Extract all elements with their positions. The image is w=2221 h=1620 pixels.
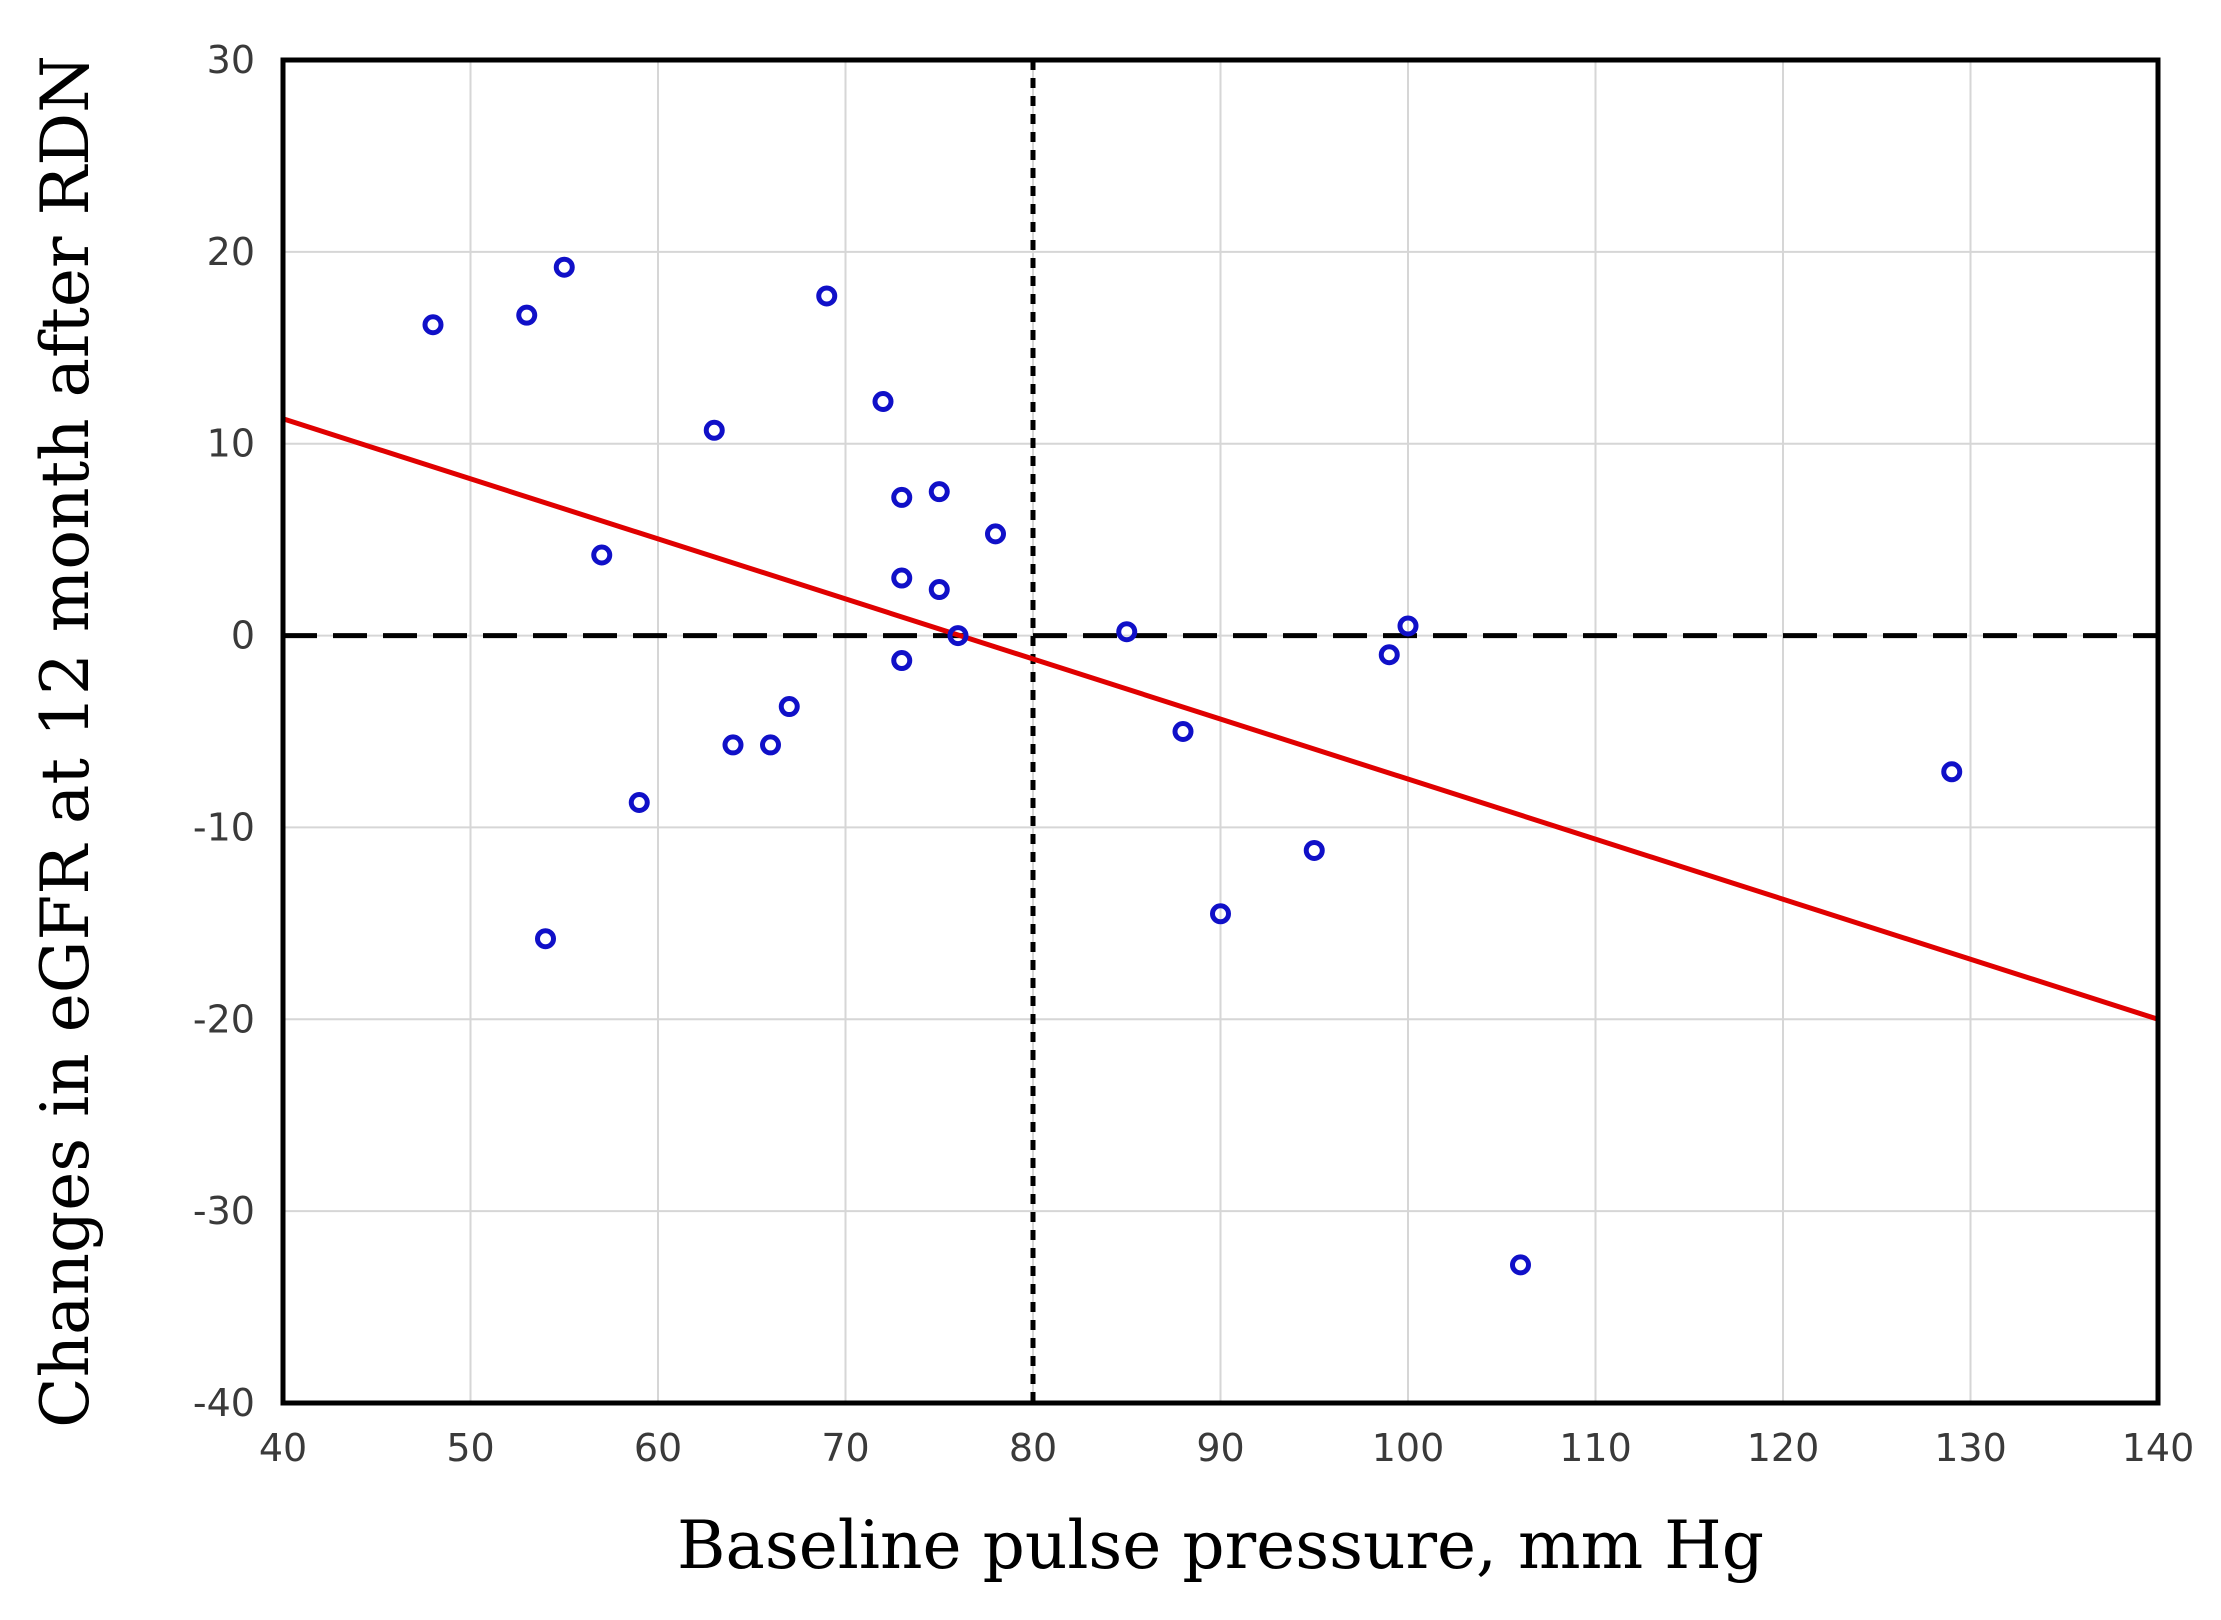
data-point — [928, 579, 950, 601]
data-point — [947, 625, 969, 647]
data-point — [1303, 839, 1325, 861]
y-tick-label: -10 — [193, 805, 255, 849]
data-point — [1510, 1254, 1531, 1276]
regression-line — [282, 416, 2159, 1022]
y-tick-label: 20 — [207, 230, 255, 274]
x-tick-label: 50 — [446, 1426, 494, 1470]
y-tick-labels: 30 20 10 0 -10 -20 -30 -40 — [193, 38, 255, 1425]
data-point — [1397, 615, 1419, 637]
data-point — [1172, 721, 1194, 742]
y-tick-label: -30 — [193, 1189, 255, 1233]
x-tick-label: 60 — [634, 1426, 682, 1470]
reference-lines — [283, 60, 2158, 1403]
data-point — [778, 696, 800, 718]
data-point — [535, 928, 556, 950]
data-point — [760, 734, 781, 756]
x-tick-label: 110 — [1559, 1426, 1632, 1470]
y-tick-label: 30 — [207, 38, 255, 82]
x-tick-label: 130 — [1934, 1426, 2007, 1470]
x-axis-title: Baseline pulse pressure, mm Hg — [677, 1507, 1764, 1584]
data-point — [1116, 621, 1138, 643]
data-point — [891, 567, 913, 589]
y-tick-label: 0 — [231, 614, 255, 658]
data-point — [1210, 903, 1231, 925]
x-tick-label: 120 — [1747, 1426, 1820, 1470]
x-tick-label: 140 — [2122, 1426, 2195, 1470]
regression-line-group — [282, 416, 2159, 1022]
x-tick-label: 80 — [1009, 1426, 1057, 1470]
x-tick-labels: 40 50 60 70 80 90 100 110 120 130 140 — [259, 1426, 2194, 1470]
plot-frame — [280, 57, 2161, 1406]
data-point — [703, 419, 725, 441]
data-point — [553, 256, 575, 278]
data-point — [628, 791, 650, 813]
y-tick-label: -40 — [193, 1381, 255, 1425]
data-point — [722, 734, 744, 756]
x-tick-label: 70 — [821, 1426, 869, 1470]
data-point — [1378, 644, 1400, 666]
y-tick-label: -20 — [193, 997, 255, 1041]
data-points — [422, 256, 1963, 1276]
data-point — [985, 523, 1006, 545]
data-point — [816, 285, 838, 307]
data-point — [891, 650, 913, 672]
data-point — [891, 486, 913, 508]
y-axis-title: Changes in eGFR at 12 month after RDN — [27, 55, 104, 1428]
data-point — [928, 481, 950, 503]
x-tick-label: 90 — [1196, 1426, 1244, 1470]
data-point — [872, 391, 894, 413]
data-point — [1941, 761, 1963, 783]
x-tick-label: 40 — [259, 1426, 307, 1470]
y-tick-label: 10 — [207, 422, 255, 466]
data-point — [422, 314, 444, 336]
data-point — [591, 544, 613, 566]
x-tick-label: 100 — [1372, 1426, 1445, 1470]
data-point — [516, 304, 538, 326]
